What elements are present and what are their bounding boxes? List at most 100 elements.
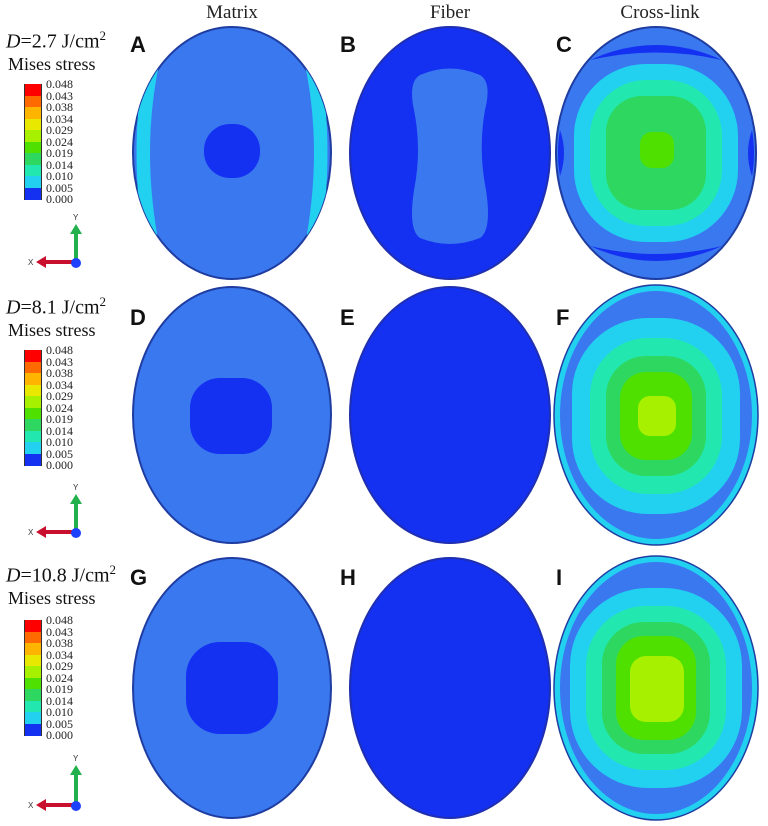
legend-swatch: [24, 95, 42, 108]
legend-swatch: [24, 689, 42, 701]
legend-tick-label: 0.010: [46, 435, 73, 449]
legend-tick-label: 0.014: [46, 693, 73, 708]
legend-swatch: [24, 384, 42, 397]
y-axis-label-row-2: Y: [73, 483, 79, 492]
dose-label-row-2: D=8.1 J/cm2: [6, 294, 107, 319]
legend-tick-label: 0.048: [46, 343, 73, 357]
crosslink-dark-right: [748, 130, 754, 176]
legend-swatch: [24, 153, 42, 165]
legend-swatch: [24, 118, 42, 131]
panel-c-crosslink: [555, 26, 757, 280]
legend-swatch: [24, 107, 42, 119]
legend-tick-label: 0.019: [46, 682, 73, 696]
legend-tick-label: 0.024: [46, 134, 73, 149]
legend-tick-label: 0.048: [46, 613, 73, 627]
legend-tick-label: 0.029: [46, 389, 73, 403]
axis-triad-row-1: [36, 224, 82, 268]
x-axis-label-row-2: X: [28, 528, 34, 537]
dose-label-row-1: D=2.7 J/cm2: [6, 28, 107, 53]
panel-e-fiber: [349, 286, 551, 544]
crosslink-level-5: [630, 656, 684, 722]
panel-a-matrix: [132, 26, 332, 280]
matrix-edge-right: [304, 60, 328, 250]
panel-h-fiber: [349, 557, 551, 819]
legend-swatch: [24, 666, 42, 678]
legend-tick-label: 0.000: [46, 458, 73, 472]
x-axis-label-row-3: X: [28, 801, 34, 810]
legend-swatch: [24, 712, 42, 724]
matrix-center-region: [204, 124, 260, 178]
x-axis-label-row-1: X: [28, 258, 34, 267]
column-header-matrix: Matrix: [206, 2, 258, 23]
crosslink-dark-arc-top: [590, 45, 722, 60]
legend-tick-label: 0.029: [46, 123, 73, 137]
crosslink-dark-left: [558, 130, 564, 176]
legend-swatch: [24, 442, 42, 454]
panel-letter-h: H: [340, 565, 356, 590]
legend-tick-label: 0.024: [46, 670, 73, 685]
crosslink-level-4: [640, 132, 674, 168]
legend-tick-label: 0.048: [46, 77, 73, 91]
panel-letter-a: A: [130, 32, 146, 57]
legend-swatch: [24, 643, 42, 655]
legend-title-row-3: Mises stress: [8, 588, 96, 608]
axis-triad-row-3: [36, 765, 82, 811]
legend-tick-label: 0.000: [46, 728, 73, 742]
legend-swatch: [24, 620, 42, 632]
matrix-edge-left: [136, 60, 160, 250]
legend-tick-label: 0.010: [46, 705, 73, 719]
legend-swatch: [24, 164, 42, 177]
column-header-fiber: Fiber: [429, 2, 471, 23]
legend-tick-label: 0.014: [46, 157, 73, 172]
fiber-core-region: [412, 68, 488, 244]
matrix-center-region: [190, 378, 272, 454]
panel-d-matrix: [132, 286, 332, 544]
axis-triad-row-2: [36, 494, 82, 538]
y-axis-label-row-1: Y: [73, 213, 79, 222]
legend-title-row-1: Mises stress: [8, 54, 96, 74]
legend-tick-label: 0.038: [46, 100, 73, 114]
panel-f-crosslink: [553, 284, 759, 546]
legend-swatch: [24, 419, 42, 431]
legend-tick-label: 0.038: [46, 366, 73, 380]
origin-marker: [71, 801, 81, 811]
matrix-center-region: [186, 642, 278, 734]
legend-swatch: [24, 396, 42, 408]
fiber-body: [349, 286, 551, 544]
legend-tick-label: 0.043: [46, 88, 73, 103]
legend-tick-label: 0.024: [46, 400, 73, 415]
panel-letter-g: G: [130, 565, 148, 590]
panel-letter-i: I: [556, 565, 563, 590]
origin-marker: [71, 258, 81, 268]
legend-swatch: [24, 723, 42, 736]
legend-tick-label: 0.010: [46, 169, 73, 183]
legend-tick-label: 0.034: [46, 377, 73, 392]
legend-tick-label: 0.038: [46, 636, 73, 650]
panel-g-matrix: [132, 557, 332, 819]
legend-swatch: [24, 373, 42, 385]
legend-tick-label: 0.043: [46, 624, 73, 639]
panel-letter-d: D: [130, 305, 146, 330]
legend-tick-label: 0.000: [46, 192, 73, 206]
legend-tick-label: 0.034: [46, 111, 73, 126]
legend-tick-label: 0.019: [46, 412, 73, 426]
legend-title-row-2: Mises stress: [8, 320, 96, 340]
legend-tick-label: 0.005: [46, 716, 73, 731]
panel-i-crosslink: [553, 555, 759, 821]
legend-swatch: [24, 176, 42, 188]
y-axis-label-row-3: Y: [73, 754, 79, 763]
legend-tick-label: 0.034: [46, 647, 73, 662]
legend-swatch: [24, 453, 42, 466]
legend-swatch: [24, 350, 42, 362]
fiber-body: [349, 557, 551, 819]
panel-b-fiber: [349, 26, 551, 280]
origin-marker: [71, 528, 81, 538]
legend-swatch: [24, 700, 42, 713]
legend-swatch: [24, 654, 42, 667]
column-header-crosslink: Cross-link: [620, 2, 700, 23]
legend-swatch: [24, 141, 42, 154]
legend-swatch: [24, 430, 42, 443]
legend-swatch: [24, 631, 42, 644]
